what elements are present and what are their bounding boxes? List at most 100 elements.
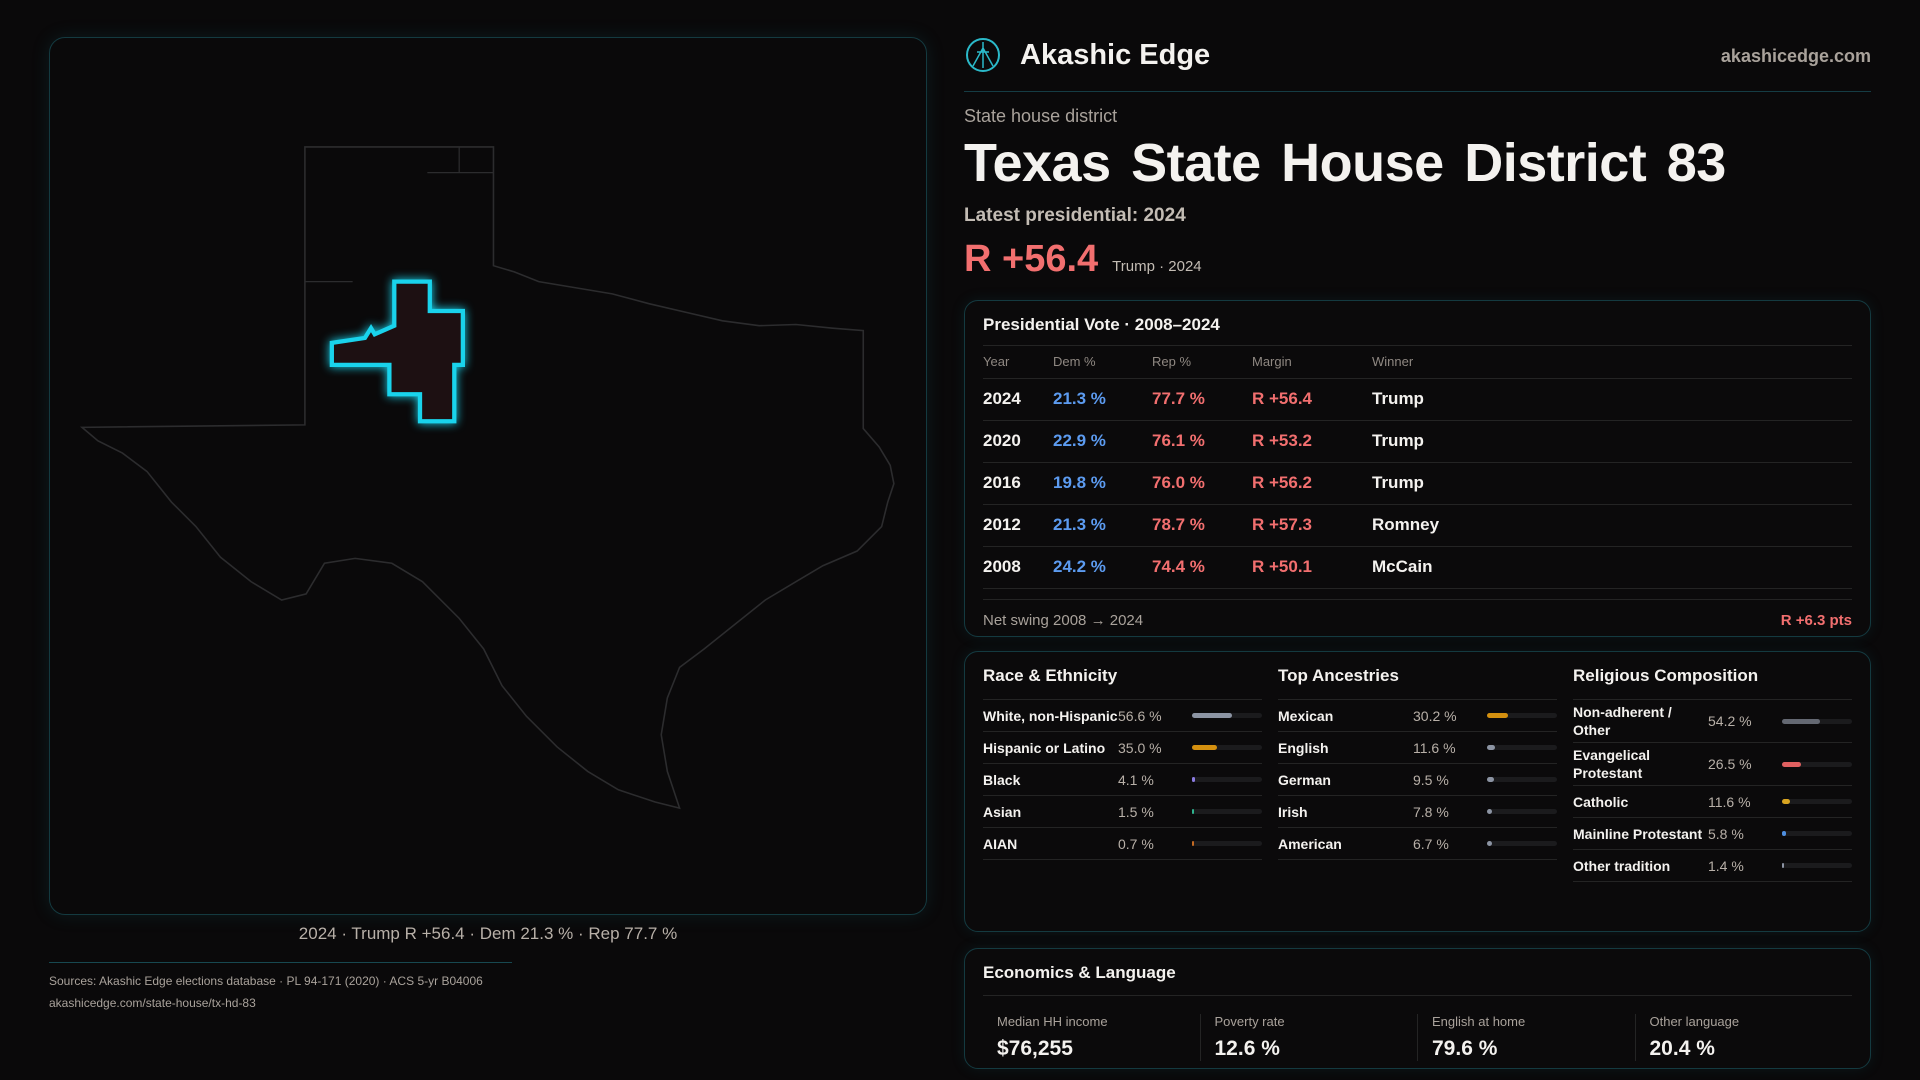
latest-presidential: Latest presidential: 2024 (964, 205, 1186, 226)
table-cell: 76.1 % (1152, 420, 1252, 463)
item-value: 6.7 % (1413, 835, 1449, 852)
item-bar-fill (1487, 809, 1493, 814)
item-bar-fill (1782, 863, 1784, 868)
district-83-shape[interactable] (329, 279, 465, 424)
item-bar (1782, 863, 1852, 868)
item-bar (1782, 718, 1852, 724)
compass-star-icon (966, 38, 1000, 72)
table-cell: 19.8 % (1053, 462, 1152, 505)
list-item: Asian 1.5 % (983, 796, 1262, 828)
page-title: Texas State House District 83 (964, 132, 1726, 194)
stat-cell: Median HH income $76,255 (983, 1014, 1200, 1061)
item-value: 35.0 % (1118, 739, 1162, 756)
table-cell: R +57.3 (1252, 504, 1372, 547)
item-label: White, non-Hispanic (983, 707, 1118, 724)
item-bar-fill (1782, 761, 1801, 767)
item-label: Mainline Protestant (1573, 825, 1703, 842)
table-cell: 2008 (983, 546, 1053, 589)
item-bar-fill (1487, 745, 1496, 750)
item-bar (1487, 777, 1557, 782)
table-cell: 77.7 % (1152, 378, 1252, 421)
item-value: 1.4 % (1708, 857, 1744, 874)
brand-name: Akashic Edge (1020, 38, 1211, 71)
item-label: Irish (1278, 803, 1308, 820)
list-item: German 9.5 % (1278, 764, 1557, 796)
list-item: English 11.6 % (1278, 732, 1557, 764)
item-label: Other tradition (1573, 857, 1671, 874)
item-label: Non-adherent / Other (1573, 704, 1672, 738)
item-value: 56.6 % (1118, 707, 1162, 724)
margin-sub: Trump · 2024 (1112, 258, 1202, 275)
table-cell: 2012 (983, 504, 1053, 547)
item-label: Black (983, 771, 1021, 788)
footer-divider (49, 962, 512, 963)
swing-label: Net swing 2008 → 2024 (983, 611, 1144, 629)
table-cell: Romney (1372, 504, 1852, 547)
table-cell: 78.7 % (1152, 504, 1252, 547)
item-value: 26.5 % (1708, 756, 1752, 772)
item-value: 11.6 % (1413, 739, 1456, 756)
list-item: Black 4.1 % (983, 764, 1262, 796)
table-cell: 74.4 % (1152, 546, 1252, 589)
presidential-title: Presidential Vote · 2008–2024 (983, 315, 1852, 346)
item-value: 4.1 % (1118, 771, 1154, 788)
list-item: Non-adherent / Other 54.2 % (1573, 700, 1852, 743)
item-label: AIAN (983, 835, 1018, 852)
site-link[interactable]: akashicedge.com (1720, 46, 1871, 66)
county-lines (304, 146, 494, 283)
demographic-group: Race & Ethnicity White, non-Hispanic 56.6 … (983, 666, 1262, 917)
item-bar-fill (1192, 841, 1194, 846)
list-item: Evangelical Protestant 26.5 % (1573, 743, 1852, 786)
item-bar (1487, 745, 1557, 750)
item-value: 11.6 % (1708, 793, 1751, 810)
list-item: Mexican 30.2 % (1278, 700, 1557, 732)
item-label: Mexican (1278, 707, 1334, 724)
list-item: American 6.7 % (1278, 828, 1557, 860)
presidential-card: Presidential Vote · 2008–2024 Year Dem % R… (964, 300, 1871, 637)
stat-label: Other language (1649, 1014, 1740, 1029)
item-bar-fill (1782, 831, 1787, 836)
header-divider (964, 91, 1871, 92)
margin-value: R +56.4 (964, 238, 1099, 280)
net-swing: Net swing 2008 → 2024 R +6.3 pts (983, 598, 1852, 629)
list-item: Mainline Protestant 5.8 % (1573, 818, 1852, 850)
title-state: Texas (964, 133, 1111, 193)
item-bar (1192, 809, 1262, 814)
item-label: American (1278, 835, 1342, 852)
title-district: State House District 83 (1131, 133, 1726, 193)
economics-card: Economics & Language Median HH income $76… (964, 948, 1871, 1069)
item-bar (1782, 799, 1852, 804)
item-label: German (1278, 771, 1331, 788)
table-cell: R +53.2 (1252, 420, 1372, 463)
demographic-group: Religious Composition Non-adherent / Othe… (1573, 666, 1852, 917)
item-value: 7.8 % (1413, 803, 1449, 820)
map-panel[interactable] (49, 37, 927, 915)
list-item: Irish 7.8 % (1278, 796, 1557, 828)
table-cell: 21.3 % (1053, 378, 1152, 421)
footer-sources: Sources: Akashic Edge elections database… (49, 974, 483, 988)
stat-cell: Other language 20.4 % (1634, 1014, 1853, 1061)
item-bar-fill (1782, 718, 1820, 724)
item-bar-fill (1192, 745, 1217, 750)
table-cell: McCain (1372, 546, 1852, 589)
stat-label: Poverty rate (1214, 1014, 1285, 1029)
item-bar-fill (1487, 841, 1492, 846)
column-header: Year (983, 346, 1053, 379)
item-bar-fill (1192, 777, 1195, 782)
item-bar (1782, 761, 1852, 767)
column-header: Rep % (1152, 346, 1252, 379)
table-row: 2012 21.3 % 78.7 % R +57.3 Romney (983, 504, 1852, 547)
stat-value: $76,255 (997, 1037, 1073, 1060)
item-label: Catholic (1573, 793, 1629, 810)
footer-url[interactable]: akashicedge.com/state-house/tx-hd-83 (49, 996, 256, 1010)
item-value: 0.7 % (1118, 835, 1154, 852)
item-value: 30.2 % (1413, 707, 1457, 724)
item-bar-fill (1192, 713, 1232, 718)
margin-row: R +56.4 Trump · 2024 (964, 238, 1202, 281)
column-header: Dem % (1053, 346, 1152, 379)
brand[interactable]: Akashic Edge (964, 36, 1210, 74)
list-item: Catholic 11.6 % (1573, 786, 1852, 818)
item-bar-fill (1487, 713, 1509, 718)
table-cell: 76.0 % (1152, 462, 1252, 505)
swing-value: R +6.3 pts (1780, 611, 1852, 629)
